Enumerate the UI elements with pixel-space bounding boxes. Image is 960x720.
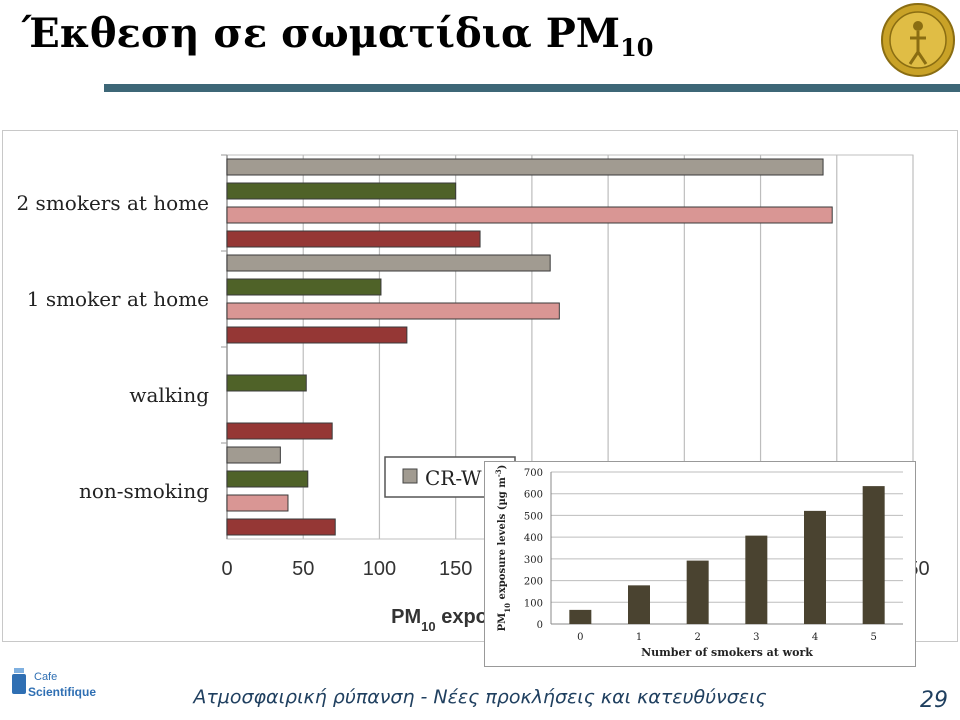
logo-word-cafe: Cafe (34, 671, 57, 683)
y-axis-title-sub: 10 (503, 603, 512, 613)
y-axis-title-end: ) (497, 465, 508, 470)
bar (226, 470, 309, 488)
bar (745, 535, 768, 624)
bar (226, 446, 281, 464)
y-axis-title-sup: -3 (494, 469, 503, 477)
bar (628, 585, 650, 624)
x-axis-title-main: PM (391, 606, 421, 628)
y-tick-label: 100 (524, 598, 543, 609)
inset-chart: 0 100 200 300 400 500 600 700 0 1 2 3 4 5 Number of sm… (494, 465, 903, 659)
category-label: walking (129, 383, 209, 407)
x-tick-label: 4 (812, 632, 818, 643)
bar (226, 302, 560, 320)
y-tick-label: 500 (524, 511, 543, 522)
legend-label: CR-W (425, 466, 482, 490)
page-number: 29 (920, 688, 948, 713)
y-tick-label: 300 (524, 555, 543, 566)
y-axis-title-rest: exposure levels (µg m (497, 477, 508, 603)
category-label: non-smoking (79, 479, 209, 503)
bar (862, 486, 885, 624)
y-axis-title: PM10 exposure levels (µg m-3) (494, 465, 512, 632)
logo-word-scientifique: Scientifique (28, 685, 96, 699)
y-tick-label: 600 (524, 490, 543, 501)
x-tick-label: 2 (694, 632, 700, 643)
category-label: 1 smoker at home (27, 287, 209, 311)
y-axis-title-main: PM (497, 613, 508, 632)
title-rule (104, 84, 960, 92)
x-tick-label: 50 (292, 558, 314, 580)
y-tick-label: 200 (524, 577, 543, 588)
legend-swatch (402, 468, 418, 484)
x-tick-label: 1 (636, 632, 642, 643)
cafe-scientifique-logo-icon: Cafe Scientifique (12, 668, 96, 699)
category-label: 2 smokers at home (16, 191, 209, 215)
bar (226, 206, 833, 224)
bar (569, 609, 592, 624)
x-tick-label: 3 (753, 632, 759, 643)
x-tick-label: 0 (221, 558, 232, 580)
x-axis-title: Number of smokers at work (641, 646, 813, 659)
bar (226, 230, 481, 248)
bar (226, 326, 408, 344)
university-seal-icon (881, 3, 955, 77)
slide-title: Έκθεση σε σωματίδια PM10 (22, 10, 654, 62)
x-axis-title-sub: 10 (421, 619, 435, 634)
bar (804, 510, 826, 624)
bar (686, 560, 709, 624)
y-tick-label: 400 (524, 533, 543, 544)
title-subscript: 10 (620, 33, 654, 62)
x-tick-label: 100 (363, 558, 396, 580)
bar (226, 182, 457, 200)
main-chart-frame: 0501001502002503003504004502 smokers at … (2, 130, 958, 667)
bar (226, 254, 551, 272)
x-tick-label: 0 (577, 632, 583, 643)
title-text: Έκθεση σε σωματίδια PM (22, 10, 621, 57)
bar (226, 518, 336, 536)
bar (226, 278, 382, 296)
footer-text: Ατμοσφαιρική ρύπανση - Νέες προκλήσεις κ… (193, 686, 767, 708)
x-tick-label: 150 (439, 558, 472, 580)
y-tick-label: 700 (524, 468, 543, 479)
bar (226, 494, 289, 512)
bar (226, 422, 333, 440)
x-tick-label: 5 (870, 632, 876, 643)
bar (226, 374, 307, 392)
inset-chart-frame: 0 100 200 300 400 500 600 700 0 1 2 3 4 5 Number of sm… (484, 461, 916, 667)
y-tick-label: 0 (537, 620, 543, 631)
bar (226, 158, 824, 176)
